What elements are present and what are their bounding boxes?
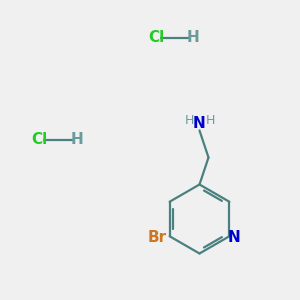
Text: Cl: Cl	[148, 30, 164, 45]
Text: H: H	[184, 113, 194, 127]
Text: H: H	[70, 132, 83, 147]
Text: N: N	[193, 116, 206, 130]
Text: Cl: Cl	[31, 132, 47, 147]
Text: H: H	[205, 113, 215, 127]
Text: Br: Br	[148, 230, 166, 244]
Text: H: H	[187, 30, 200, 45]
Text: N: N	[228, 230, 241, 244]
